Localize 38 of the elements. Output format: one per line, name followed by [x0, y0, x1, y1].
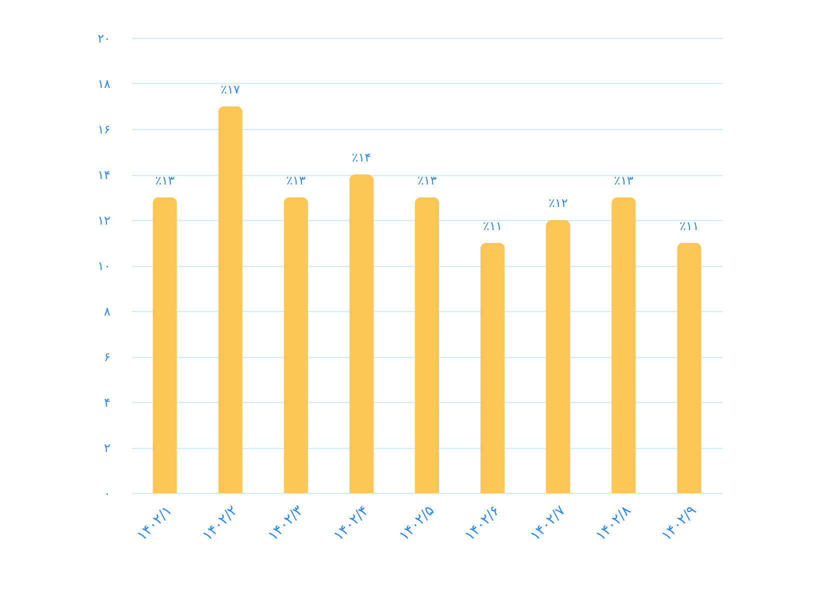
y-tick-label: ۲۰ — [98, 32, 110, 46]
data-label: ٪۱۲ — [548, 196, 568, 210]
x-tick-label: ۱۴۰۲/۹ — [658, 502, 700, 544]
bar — [349, 174, 374, 493]
x-tick-label: ۱۴۰۲/۲ — [200, 502, 241, 544]
y-tick-label: ۱۲ — [98, 214, 110, 228]
data-label: ٪۱۳ — [417, 173, 438, 188]
y-tick-label: ۱۶ — [98, 122, 110, 136]
bar — [480, 242, 505, 493]
data-label: ٪۱۱ — [680, 218, 699, 233]
x-tick-label: ۱۴۰۲/۸ — [593, 502, 635, 544]
y-tick-label: ۰ — [104, 486, 110, 500]
x-tick-label: ۱۴۰۲/۷ — [527, 502, 570, 544]
x-tick-label: ۱۴۰۲/۱ — [134, 502, 176, 544]
y-tick-label: ۱۴ — [98, 168, 110, 182]
x-tick-label: ۱۴۰۲/۵ — [396, 502, 438, 544]
data-label: ٪۱۴ — [352, 150, 372, 164]
x-tick-label: ۱۴۰۲/۶ — [462, 502, 504, 544]
bar — [414, 197, 440, 493]
y-tick-label: ۲ — [104, 441, 110, 455]
y-tick-label: ۱۰ — [98, 259, 110, 273]
y-tick-label: ۸ — [104, 304, 112, 318]
bar — [677, 242, 702, 493]
x-tick-label: ۱۴۰۲/۴ — [330, 502, 372, 544]
x-tick-label: ۱۴۰۲/۳ — [265, 502, 307, 544]
data-label: ٪۱۳ — [286, 173, 306, 188]
y-tick-label: ۱۸ — [98, 77, 112, 91]
y-tick-label: ۶ — [104, 350, 110, 364]
data-label: ٪۱۱ — [482, 218, 502, 233]
bar — [612, 197, 636, 493]
bar — [152, 197, 177, 493]
bar — [546, 220, 570, 493]
bar — [284, 197, 308, 493]
bar — [218, 106, 242, 493]
data-label: ٪۱۳ — [614, 173, 634, 188]
data-label: ٪۱۳ — [155, 173, 175, 188]
y-tick-label: ۴ — [104, 396, 110, 410]
data-label: ٪۱۷ — [220, 82, 241, 96]
